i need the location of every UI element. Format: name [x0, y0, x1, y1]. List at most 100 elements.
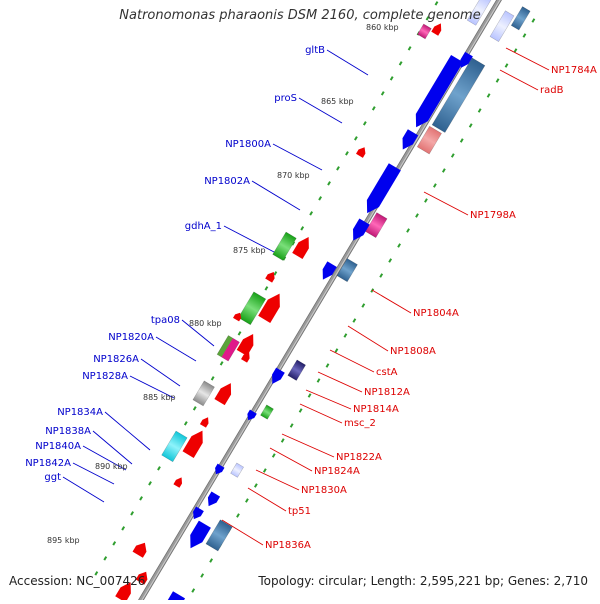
- guide-dot-left: [209, 558, 214, 563]
- feature-red-arrow: [182, 430, 203, 458]
- feature-red-arrow: [265, 272, 275, 283]
- guide-dot-left: [495, 78, 500, 83]
- feature-red-arrow: [135, 571, 148, 585]
- feature-gltB-box-shape: [431, 57, 486, 133]
- feature-red-arrow: [115, 582, 131, 603]
- feature-blue-arrow: [247, 409, 257, 421]
- feature-pale-box: [489, 10, 515, 42]
- leader-line: [371, 289, 412, 314]
- guide-dot-right: [345, 151, 349, 156]
- gene-label-left: gdhA_1: [185, 221, 222, 232]
- guide-dot-left: [433, 183, 437, 188]
- feature-blue-arrow-shape: [415, 54, 464, 128]
- guide-dot-right: [192, 406, 197, 411]
- gene-labels: gltB proS NP1800A NP1802A gdhA_1 tpa08 NP1820A…: [25, 45, 597, 551]
- gene-label-right: tp51: [288, 506, 311, 517]
- leader-line: [92, 430, 133, 465]
- leader-line: [347, 325, 389, 352]
- feature-red-arrow-shape: [241, 352, 250, 363]
- gene-label-right: radB: [540, 85, 564, 96]
- guide-dot-left: [450, 153, 455, 158]
- feature-pale-box-shape: [466, 0, 492, 26]
- feature-red-arrow-shape: [173, 477, 183, 488]
- feature-ggt-box-shape: [205, 519, 233, 552]
- feature-blue-arrow: [322, 261, 337, 280]
- leader-line: [251, 180, 301, 211]
- feature-red-arrow: [241, 352, 250, 363]
- gene-label-left: NP1826A: [93, 354, 139, 365]
- gene-label-left: NP1838A: [45, 426, 91, 437]
- feature-blue-arrow: [193, 506, 204, 520]
- feature-blue-arrow-shape: [167, 591, 186, 604]
- guide-dot-left: [531, 18, 536, 23]
- gene-label-right: NP1836A: [265, 540, 311, 551]
- leader-line: [104, 411, 151, 451]
- gene-label-right: NP1814A: [353, 404, 399, 415]
- feature-blue-arrow-shape: [366, 163, 401, 214]
- guide-dot-right: [398, 61, 403, 66]
- guide-dot-left: [191, 588, 196, 593]
- guide-dot-right: [157, 466, 161, 471]
- leader-line: [317, 371, 363, 393]
- gene-label-right: msc_2: [344, 418, 376, 429]
- gene-label-right: NP1830A: [301, 485, 347, 496]
- guide-dot-left: [522, 33, 527, 38]
- guide-dot-right: [389, 76, 394, 81]
- leader-line: [62, 476, 105, 503]
- guide-dot-left: [468, 123, 473, 128]
- feature-cyan-box-shape: [161, 430, 188, 463]
- guide-dot-right: [318, 196, 322, 201]
- guide-dot-left: [253, 483, 258, 488]
- gene-label-left: NP1802A: [204, 176, 250, 187]
- leader-line: [82, 445, 127, 471]
- feature-blue-arrow-shape: [322, 261, 337, 280]
- gene-label-right: NP1824A: [314, 466, 360, 477]
- guide-dot-left: [406, 228, 410, 233]
- feature-green-box-shape: [272, 231, 297, 261]
- feature-gdhA-box: [336, 258, 358, 283]
- guide-dot-left: [424, 198, 428, 203]
- feature-proS-box-shape: [416, 125, 442, 155]
- feature-blue-arrow-shape: [190, 520, 211, 549]
- feature-blue-arrow-shape: [460, 51, 473, 68]
- feature-red-arrow-shape: [292, 237, 309, 260]
- guide-dot-right: [434, 1, 439, 6]
- feature-blue-arrow: [207, 491, 221, 507]
- guide-dot-left: [334, 348, 339, 353]
- feature-red-arrow: [236, 334, 254, 357]
- feature-blue-arrow: [402, 129, 419, 150]
- feature-green-box: [272, 231, 297, 261]
- guide-dot-right: [336, 166, 340, 171]
- gene-label-left: NP1820A: [108, 332, 154, 343]
- leader-line: [221, 519, 264, 546]
- guide-dot-left: [352, 318, 357, 323]
- feature-red-arrow-shape: [236, 334, 254, 357]
- guide-dot-right: [210, 376, 215, 381]
- gene-label-right: NP1808A: [390, 346, 436, 357]
- leader-line: [129, 375, 175, 399]
- gene-label-left: NP1834A: [57, 407, 103, 418]
- feature-pink-box: [365, 212, 388, 238]
- leader-line: [181, 319, 215, 347]
- leader-line: [505, 47, 550, 71]
- guide-dot-right: [291, 241, 296, 246]
- guide-dot-left: [459, 138, 464, 143]
- genome-backbone: [135, 0, 502, 604]
- guide-dot-right: [130, 511, 135, 516]
- feature-ggt-box: [205, 519, 233, 552]
- guide-dot-left: [307, 393, 312, 398]
- gene-label-left: proS: [274, 93, 297, 104]
- feature-green-box: [260, 404, 274, 420]
- guide-dot-left: [388, 258, 393, 263]
- guide-dot-right: [237, 331, 242, 336]
- tick-label: 890 kbp: [95, 462, 128, 471]
- guide-dot-right: [309, 211, 314, 216]
- tick-label: 880 kbp: [189, 319, 222, 328]
- feature-blue-arrow-shape: [402, 129, 419, 150]
- tick-label: 870 kbp: [277, 171, 310, 180]
- feature-cyan-box: [161, 430, 188, 463]
- guide-dot-left: [289, 423, 294, 428]
- gene-features: [115, 0, 531, 604]
- guide-dot-right: [148, 481, 152, 486]
